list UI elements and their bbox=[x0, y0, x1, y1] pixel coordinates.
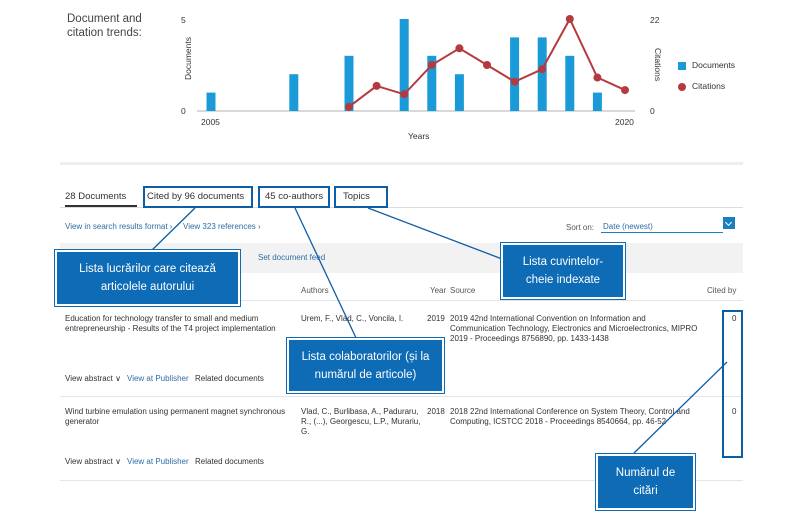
x-axis-label: Years bbox=[408, 131, 429, 141]
row2-authors: Vlad, C., Burlibasa, A., Paduraru, R., (… bbox=[301, 407, 421, 436]
y-axis-label: Documents bbox=[183, 37, 193, 80]
legend-citations-swatch bbox=[678, 82, 686, 91]
row-divider bbox=[60, 396, 743, 397]
callout-coauthors: Lista colaboratorilor (și la numărul de … bbox=[287, 338, 444, 393]
row1-cited-count[interactable]: 0 bbox=[732, 314, 737, 323]
column-header-cited-by: Cited by bbox=[707, 286, 737, 295]
row2-source: 2018 22nd International Conference on Sy… bbox=[450, 407, 690, 426]
row2-related-documents[interactable]: Related documents bbox=[195, 457, 264, 466]
x-tick-2005: 2005 bbox=[201, 117, 220, 127]
citations-point-2016 bbox=[510, 77, 519, 86]
y-tick-0: 0 bbox=[181, 106, 186, 116]
row1-related-documents[interactable]: Related documents bbox=[195, 374, 264, 383]
citations-point-2013 bbox=[427, 61, 436, 69]
y2-axis-label: Citations bbox=[653, 48, 663, 81]
row1-year: 2019 bbox=[427, 314, 445, 323]
trends-chart: 5 0 22 0 2005 2020 Years Documents Citat… bbox=[181, 15, 663, 141]
y-tick-5: 5 bbox=[181, 15, 186, 25]
row1-source: 2019 42nd International Convention on In… bbox=[450, 314, 698, 343]
callout-citations: Numărul de citări bbox=[596, 454, 695, 510]
table-bottom-divider bbox=[60, 480, 743, 481]
tab-topics[interactable]: Topics bbox=[343, 191, 370, 202]
section-divider bbox=[60, 162, 743, 165]
citations-point-2017 bbox=[538, 65, 547, 74]
row1-view-abstract[interactable]: View abstract ∨ bbox=[65, 374, 121, 383]
legend-documents-label: Documents bbox=[692, 60, 735, 70]
row1-title-link[interactable]: Education for technology transfer to sma… bbox=[65, 314, 276, 333]
sort-select-underline bbox=[601, 232, 723, 233]
citations-point-2019 bbox=[593, 73, 602, 82]
citations-point-2014 bbox=[455, 44, 464, 53]
bar-documents-2019 bbox=[592, 92, 602, 111]
callout-cited-by: Lista lucrărilor care citează articolele… bbox=[55, 250, 240, 306]
bar-documents-2005 bbox=[206, 92, 216, 111]
tab-coauthors-highlight bbox=[258, 186, 330, 208]
row1-authors: Urem, F., Vlad, C., Voncila, I. bbox=[301, 314, 404, 323]
table-header-divider bbox=[60, 300, 743, 301]
sort-dropdown-chevron-icon[interactable] bbox=[723, 217, 735, 229]
cited-by-column-highlight bbox=[722, 310, 743, 458]
column-header-authors: Authors bbox=[301, 286, 329, 295]
legend-documents: Documents bbox=[678, 60, 735, 70]
sort-select-value[interactable]: Date (newest) bbox=[603, 222, 653, 231]
y2-tick-22: 22 bbox=[650, 15, 660, 25]
tab-topics-highlight bbox=[334, 186, 388, 208]
set-document-feed-link[interactable]: Set document feed bbox=[258, 253, 326, 262]
bar-documents-2010 bbox=[344, 55, 354, 111]
bar-documents-2017 bbox=[537, 37, 547, 111]
bar-documents-2012 bbox=[399, 19, 409, 111]
legend-citations-label: Citations bbox=[692, 81, 726, 91]
column-header-source: Source bbox=[450, 286, 476, 295]
sort-label: Sort on: bbox=[566, 223, 595, 232]
view-search-results-link[interactable]: View in search results format › bbox=[65, 222, 173, 231]
tab-cited-by[interactable]: Cited by 96 documents bbox=[147, 191, 245, 202]
bar-documents-2008 bbox=[289, 74, 299, 111]
bar-documents-2016 bbox=[510, 37, 520, 111]
citations-point-2011 bbox=[372, 81, 381, 90]
trends-title: Document and citation trends: bbox=[67, 13, 142, 39]
tab-documents[interactable]: 28 Documents bbox=[65, 191, 127, 202]
citations-point-2020 bbox=[621, 86, 629, 95]
column-header-year: Year bbox=[430, 286, 447, 295]
bar-documents-2018 bbox=[565, 55, 575, 111]
bar-documents-2013 bbox=[427, 55, 437, 111]
bar-documents-2014 bbox=[454, 74, 464, 111]
y2-tick-0: 0 bbox=[650, 106, 655, 116]
row2-view-abstract[interactable]: View abstract ∨ bbox=[65, 457, 121, 466]
row2-cited-count[interactable]: 0 bbox=[732, 407, 737, 416]
row2-view-at-publisher[interactable]: View at Publisher bbox=[127, 457, 189, 466]
row2-title-link[interactable]: Wind turbine emulation using permanent m… bbox=[65, 407, 286, 426]
x-tick-2020: 2020 bbox=[615, 117, 634, 127]
tab-documents-underline bbox=[65, 205, 137, 207]
legend-documents-swatch bbox=[678, 61, 686, 70]
legend-citations: Citations bbox=[678, 81, 725, 91]
citations-point-2018 bbox=[565, 15, 574, 23]
citations-point-2015 bbox=[483, 61, 491, 69]
tab-coauthors[interactable]: 45 co-authors bbox=[265, 191, 324, 202]
citations-point-2012 bbox=[400, 90, 409, 99]
row2-year: 2018 bbox=[427, 407, 445, 416]
callout-topics: Lista cuvintelor-cheie indexate bbox=[501, 243, 625, 299]
row1-view-at-publisher[interactable]: View at Publisher bbox=[127, 374, 189, 383]
tab-cited-by-highlight bbox=[143, 186, 253, 208]
citations-point-2010 bbox=[345, 102, 353, 111]
view-references-link[interactable]: View 323 references › bbox=[183, 222, 261, 231]
